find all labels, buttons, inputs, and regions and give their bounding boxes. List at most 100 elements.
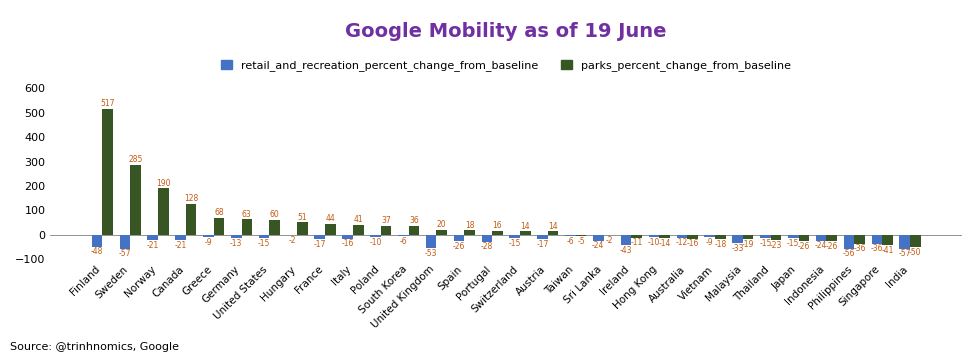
Bar [231,235,241,238]
Text: -33: -33 [732,244,743,253]
Bar [119,235,130,249]
Bar [687,235,698,239]
Bar [214,218,225,235]
Bar [676,235,687,238]
Text: 68: 68 [214,209,224,218]
Bar [715,235,726,239]
Text: Source: @trinhnomics, Google: Source: @trinhnomics, Google [10,342,179,352]
Bar [733,235,743,243]
Bar [854,235,865,244]
Text: 51: 51 [298,213,308,222]
Bar [148,235,158,240]
Text: -15: -15 [258,239,271,248]
Text: -56: -56 [843,249,855,258]
Text: -36: -36 [871,244,883,253]
Bar [186,204,196,235]
Text: -17: -17 [536,240,549,249]
Text: 14: 14 [548,222,558,231]
Text: 14: 14 [521,222,531,231]
Bar [827,235,837,241]
Bar [241,219,252,235]
Bar [882,235,893,245]
Bar [631,235,642,237]
Text: 18: 18 [465,221,475,230]
Bar [353,225,363,235]
Text: -15: -15 [509,239,521,248]
Text: 36: 36 [409,216,419,225]
Bar [270,220,280,235]
Text: -57: -57 [899,250,911,258]
Text: -11: -11 [630,238,643,247]
Text: -14: -14 [658,239,671,248]
Bar [325,224,336,235]
Text: 128: 128 [184,194,198,203]
Text: -36: -36 [853,244,866,253]
Bar [259,235,270,239]
Bar [760,235,771,239]
Bar [315,235,325,239]
Bar [408,226,419,235]
Bar [370,235,381,237]
Text: -13: -13 [230,239,242,248]
Text: -17: -17 [314,240,326,249]
Text: -26: -26 [797,242,810,251]
Text: -19: -19 [742,240,754,249]
Bar [910,235,920,247]
Bar [537,235,548,239]
Text: -53: -53 [425,248,438,257]
Bar [871,235,882,244]
Bar [900,235,910,249]
Text: -16: -16 [686,240,699,248]
Bar [593,235,604,241]
Text: -26: -26 [826,242,838,251]
Text: 41: 41 [354,215,363,224]
Bar [704,235,715,237]
Bar [342,235,353,239]
Text: -16: -16 [341,240,354,248]
Bar [175,235,186,240]
Text: -6: -6 [567,237,574,246]
Bar [297,222,308,235]
Text: -28: -28 [481,242,493,251]
Text: -10: -10 [648,238,660,247]
Bar [649,235,659,237]
Text: -15: -15 [759,239,772,248]
Bar [548,231,559,235]
Bar [130,165,141,235]
Bar [103,109,113,235]
Bar [620,235,631,245]
Bar [565,235,575,236]
Text: -43: -43 [620,246,632,255]
Bar [816,235,827,241]
Text: -57: -57 [118,250,131,258]
Text: -10: -10 [369,238,382,247]
Text: 20: 20 [437,220,446,229]
Bar [203,235,214,237]
Bar [743,235,753,240]
Text: -15: -15 [787,239,799,248]
Bar [771,235,782,240]
Text: -18: -18 [714,240,727,249]
Bar [92,235,103,247]
Bar [426,235,437,248]
Text: 63: 63 [242,210,252,219]
Text: -21: -21 [147,241,159,250]
Text: 44: 44 [325,214,335,223]
Bar [158,188,169,235]
Bar [482,235,492,242]
Text: -6: -6 [400,237,407,246]
Text: -5: -5 [577,237,585,246]
Bar [788,235,798,239]
Text: -48: -48 [91,247,104,256]
Bar [464,230,475,235]
Text: -50: -50 [909,248,921,257]
Text: -23: -23 [770,241,783,250]
Text: -24: -24 [592,241,605,250]
Bar [453,235,464,241]
Text: -9: -9 [204,238,212,247]
Text: -2: -2 [605,236,613,245]
Text: -26: -26 [453,242,465,251]
Text: 517: 517 [101,99,115,108]
Bar [844,235,854,248]
Text: 60: 60 [270,210,279,219]
